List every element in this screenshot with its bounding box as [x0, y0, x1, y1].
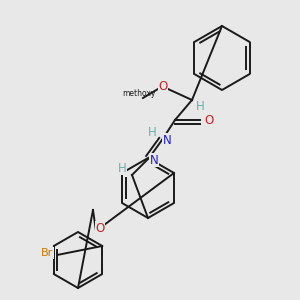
Text: O: O	[158, 80, 168, 92]
Text: N: N	[163, 134, 171, 146]
Text: H: H	[148, 127, 156, 140]
Text: methoxy: methoxy	[122, 88, 156, 98]
Text: Br: Br	[41, 248, 53, 258]
Text: H: H	[118, 161, 126, 175]
Text: O: O	[204, 113, 214, 127]
Text: O: O	[95, 221, 105, 235]
Text: H: H	[196, 100, 204, 113]
Text: N: N	[150, 154, 158, 166]
